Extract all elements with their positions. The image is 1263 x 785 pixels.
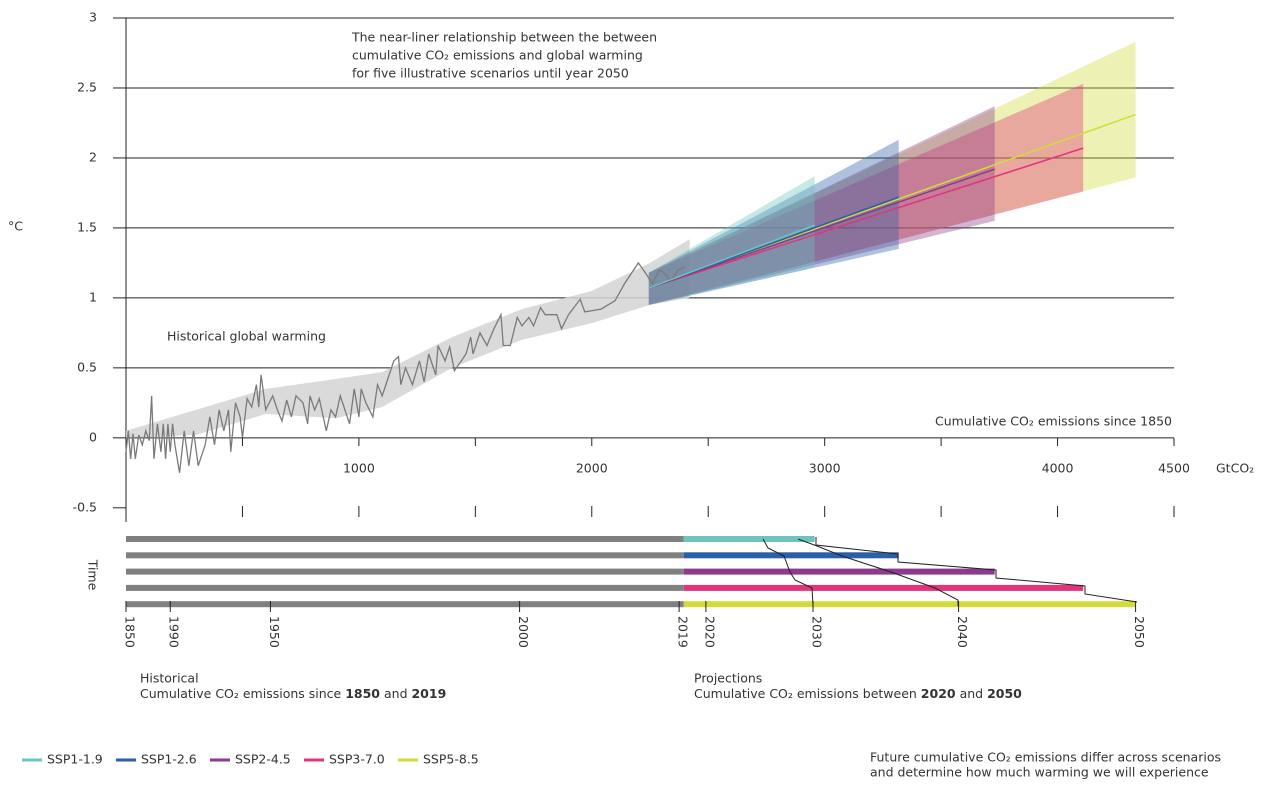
time-tick-label: 2030 xyxy=(810,616,825,648)
x-tick-label: 1000 xyxy=(343,461,375,476)
historical-bar xyxy=(126,584,684,591)
historical-bar xyxy=(126,536,684,542)
x-tick-label: 2000 xyxy=(576,461,608,476)
historical-bar xyxy=(126,568,684,575)
annotation: cumulative CO₂ emissions and global warm… xyxy=(352,48,643,63)
time-tick-label: 2040 xyxy=(955,616,970,648)
scenario-bar xyxy=(683,552,899,559)
y-axis-label: °C xyxy=(8,219,23,234)
scenario-bar xyxy=(683,601,1136,608)
note: Future cumulative CO₂ emissions differ a… xyxy=(870,750,1221,765)
x-tick-label: 4500 xyxy=(1158,461,1190,476)
footer-title: Projections xyxy=(694,671,762,686)
historical-bar xyxy=(126,552,684,559)
time-tick-label: 2019 xyxy=(676,616,691,648)
legend-label: SSP1-2.6 xyxy=(141,752,197,767)
footer-text: Cumulative CO₂ emissions since 1850 and … xyxy=(140,686,446,701)
bar-outline xyxy=(815,537,1138,603)
time-tick-label: 1850 xyxy=(123,616,138,648)
time-tick-label: 2050 xyxy=(1132,616,1147,648)
note: and determine how much warming we will e… xyxy=(870,765,1209,780)
time-tick-label: 1990 xyxy=(167,616,182,648)
historical-label: Historical global warming xyxy=(167,329,326,344)
legend-label: SSP2-4.5 xyxy=(235,752,291,767)
historical-band xyxy=(126,239,690,438)
x-axis-title: Cumulative CO₂ emissions since 1850 xyxy=(935,414,1172,429)
year-connector xyxy=(762,538,814,607)
y-tick-label: 2 xyxy=(89,149,97,164)
y-tick-label: 1 xyxy=(89,289,97,304)
annotation: for five illustrative scenarios until ye… xyxy=(352,66,629,81)
time-tick-label: 2000 xyxy=(516,616,531,648)
y-tick-label: 1.5 xyxy=(77,219,97,234)
time-label: Time xyxy=(86,559,101,591)
historical-line xyxy=(125,261,686,473)
y-tick-label: 0.5 xyxy=(77,359,97,374)
scenario-line xyxy=(648,168,995,289)
historical-bar xyxy=(126,601,684,608)
scenario-bar xyxy=(683,536,815,542)
scenario-range xyxy=(648,176,815,305)
text: 2050 xyxy=(987,686,1022,701)
scenario-line xyxy=(648,224,815,289)
scenario-bar xyxy=(683,568,995,575)
annotation: The near-liner relationship between the … xyxy=(351,30,657,45)
scenario-line xyxy=(648,147,1084,289)
text: and xyxy=(956,686,987,701)
time-tick-label: 1950 xyxy=(267,616,282,648)
y-tick-label: 2.5 xyxy=(77,79,97,94)
legend-label: SSP5-8.5 xyxy=(423,752,479,767)
y-tick-label: 0 xyxy=(89,429,97,444)
text: 2020 xyxy=(921,686,956,701)
text: 2019 xyxy=(411,686,446,701)
x-axis-unit: GtCO₂ xyxy=(1216,461,1254,476)
text: Cumulative CO₂ emissions between xyxy=(694,686,921,701)
legend-label: SSP1-1.9 xyxy=(47,752,103,767)
text: and xyxy=(380,686,411,701)
time-tick-label: 2020 xyxy=(702,616,717,648)
legend-label: SSP3-7.0 xyxy=(329,752,385,767)
scenario-bar xyxy=(683,584,1084,591)
x-tick-label: 3000 xyxy=(809,461,841,476)
plot: -0.5 0 0.5 1 1.5 2 2.5 3 1000 2000 3000 4000 4500 185… xyxy=(22,10,1190,767)
x-tick-label: 4000 xyxy=(1042,461,1074,476)
year-connector xyxy=(797,538,959,606)
y-tick-label: 3 xyxy=(89,10,97,25)
text: 1850 xyxy=(345,686,380,701)
y-tick-label: -0.5 xyxy=(73,499,97,514)
scenario-range xyxy=(648,41,1136,305)
text: Cumulative CO₂ emissions since xyxy=(140,686,345,701)
footer-text: Cumulative CO₂ emissions between 2020 an… xyxy=(694,686,1022,701)
footer-title: Historical xyxy=(140,671,199,686)
